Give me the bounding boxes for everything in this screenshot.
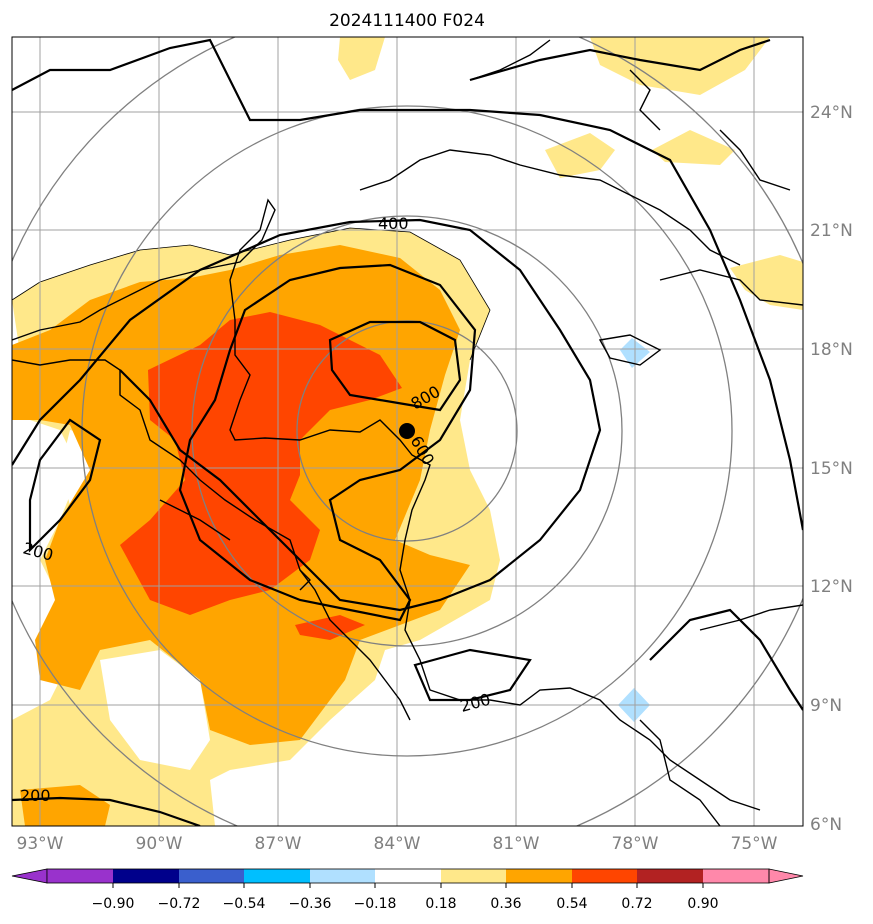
colorbar-tick-label: 0.36 <box>490 896 521 912</box>
colorbar-tick-label: 0.54 <box>556 896 587 912</box>
shading-light-yellow-bahamas <box>652 130 735 165</box>
lon-label: 84°W <box>374 834 421 854</box>
colorbar-tick-label: 0.90 <box>687 896 718 912</box>
colorbar-segment <box>637 869 703 883</box>
longitude-gridlines <box>39 37 755 826</box>
lat-label: 21°N <box>810 221 853 241</box>
map-frame <box>11 36 804 827</box>
colorbar-segment <box>310 869 375 883</box>
contour-east-south <box>649 608 803 711</box>
lon-label: 81°W <box>493 834 540 854</box>
contour-200-sw <box>12 796 201 826</box>
colorbar-segment <box>703 869 769 883</box>
colorbar-max-extend <box>768 868 804 884</box>
colorbar-segment <box>572 869 637 883</box>
lon-label: 93°W <box>17 834 64 854</box>
colorbar-tick-label: −0.72 <box>158 896 201 912</box>
shading-gap-south <box>100 650 210 770</box>
lon-label: 87°W <box>255 834 302 854</box>
lat-label: 18°N <box>810 340 853 360</box>
contour-600 <box>178 263 477 622</box>
contour-200-south <box>413 648 532 702</box>
shading-outline <box>12 227 491 361</box>
longitude-labels: 93°W 90°W 87°W 84°W 81°W 78°W 75°W <box>17 834 778 854</box>
lat-label: 12°N <box>810 577 853 597</box>
contour-outer-north <box>12 38 400 122</box>
contour-label: 400 <box>378 214 409 233</box>
colorbar-segment <box>244 869 310 883</box>
shading-orange-sw <box>20 785 110 826</box>
lon-label: 75°W <box>731 834 778 854</box>
colorbar-segment <box>441 869 506 883</box>
colorbar-tick-label: −0.90 <box>92 896 135 912</box>
colorbar-segment <box>375 869 441 883</box>
contour-800 <box>328 320 462 412</box>
lat-label: 6°N <box>810 815 842 835</box>
colorbar-tick-label: 0.18 <box>425 896 456 912</box>
storm-center-marker <box>399 423 415 439</box>
map-area: 400 800 600 200 200 200 <box>12 37 803 826</box>
colorbar: −0.90 −0.72 −0.54 −0.36 −0.18 0.18 0.36 … <box>11 868 804 912</box>
colorbar-min-extend <box>11 868 48 884</box>
colorbar-tick-label: −0.36 <box>289 896 332 912</box>
lat-label: 15°N <box>810 459 853 479</box>
contour-label: 200 <box>20 786 51 805</box>
latitude-labels: 24°N 21°N 18°N 15°N 12°N 9°N 6°N <box>810 103 853 835</box>
colorbar-tick-labels: −0.90 −0.72 −0.54 −0.36 −0.18 0.18 0.36 … <box>92 896 719 912</box>
contour-outer-ne <box>469 38 771 82</box>
colorbar-segment <box>179 869 244 883</box>
lat-label: 24°N <box>810 103 853 123</box>
shading-light-yellow-east <box>730 255 803 310</box>
colorbar-segment <box>47 869 113 883</box>
colorbar-segment <box>113 869 179 883</box>
colorbar-ticks <box>112 883 704 888</box>
shading-light-yellow-top <box>338 37 385 80</box>
colorbar-tick-label: 0.72 <box>621 896 652 912</box>
shading-red-orange-small <box>295 615 365 640</box>
lat-label: 9°N <box>810 696 842 716</box>
lon-label: 78°W <box>612 834 659 854</box>
colorbar-tick-label: −0.54 <box>223 896 266 912</box>
lon-label: 90°W <box>136 834 183 854</box>
contour-outer-east <box>400 108 803 531</box>
contour-400 <box>12 218 602 612</box>
contour-200-west <box>28 418 102 553</box>
contours <box>12 38 803 826</box>
colorbar-segment <box>506 869 572 883</box>
latitude-gridlines <box>12 111 803 706</box>
colorbar-frame <box>46 868 770 884</box>
figure-title: 2024111400 F024 <box>329 11 485 31</box>
colorbar-tick-label: −0.18 <box>354 896 397 912</box>
shading-red-orange <box>120 312 402 615</box>
